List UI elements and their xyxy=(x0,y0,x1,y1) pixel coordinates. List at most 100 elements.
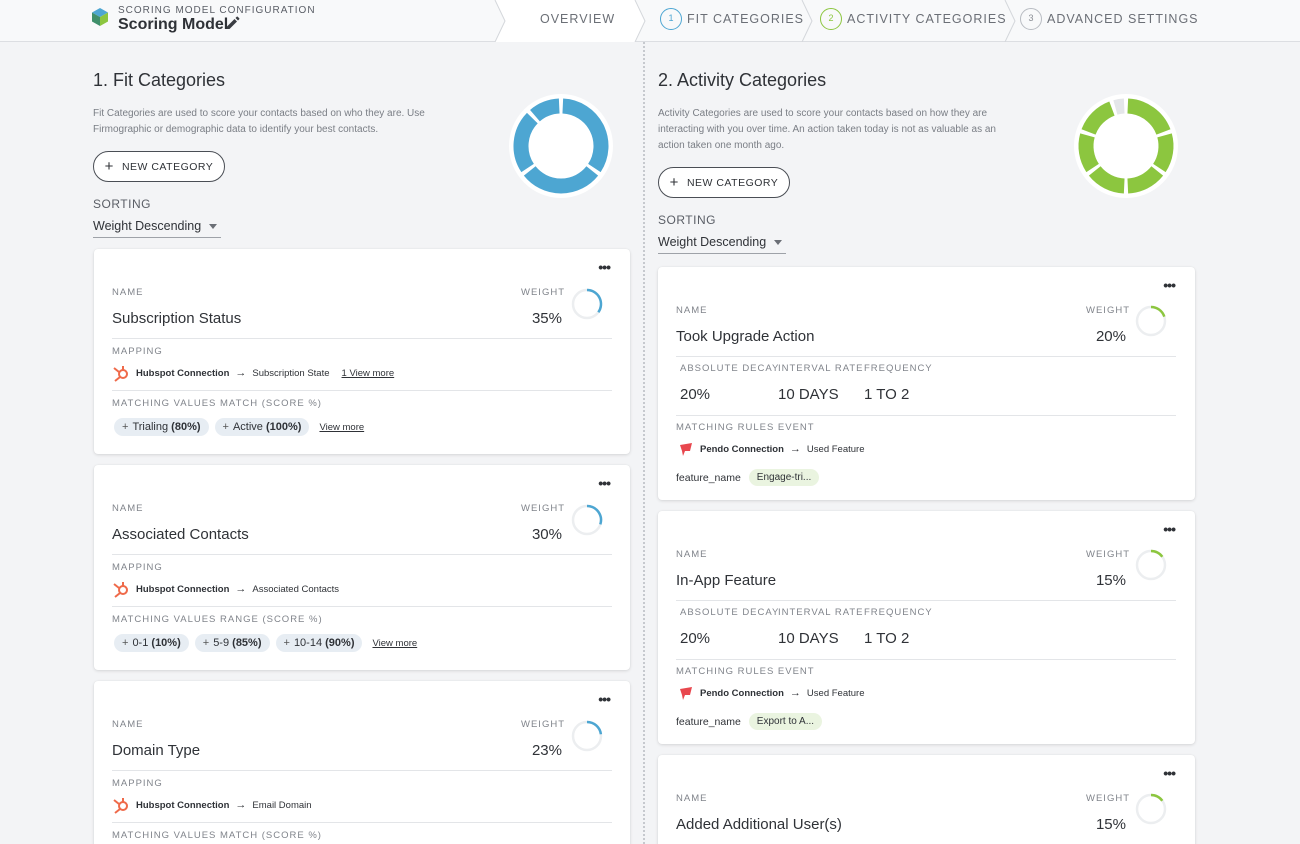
more-options-icon[interactable]: ••• xyxy=(598,691,611,707)
fit-sorting-select[interactable]: Weight Descending xyxy=(93,219,221,238)
more-options-icon[interactable]: ••• xyxy=(598,475,611,491)
value-chip[interactable]: +5-9 (85%) xyxy=(194,634,270,652)
category-name: Added Additional User(s) xyxy=(676,816,842,833)
weight-value: 35% xyxy=(531,310,562,327)
step-number-fit: 1 xyxy=(660,8,682,30)
more-options-icon[interactable]: ••• xyxy=(1163,277,1176,293)
decay-value: 20% xyxy=(680,386,711,403)
connection-name: Hubspot Connection xyxy=(136,799,230,811)
fit-weight-donut xyxy=(509,94,613,198)
step-number-activity: 2 xyxy=(820,8,842,30)
category-name: Took Upgrade Action xyxy=(676,328,815,345)
weight-label: WEIGHT xyxy=(521,719,565,730)
weight-label: WEIGHT xyxy=(1086,793,1130,804)
activity-sorting-label: SORTING xyxy=(658,213,716,227)
interval-value: 10 DAYS xyxy=(778,630,839,647)
divider xyxy=(676,356,1176,357)
weight-label: WEIGHT xyxy=(1086,549,1130,560)
frequency-value: 1 TO 2 xyxy=(864,630,910,647)
activity-category-card[interactable]: ••• NAME Added Additional User(s) WEIGHT… xyxy=(658,755,1195,844)
rules-label: MATCHING RULES EVENT xyxy=(676,422,815,433)
donut-segment xyxy=(530,98,560,122)
pencil-edit-icon[interactable] xyxy=(225,15,241,31)
name-label: NAME xyxy=(676,793,708,804)
view-more-link[interactable]: View more xyxy=(372,637,418,649)
feature-key: feature_name xyxy=(676,471,741,484)
fit-description-line: Firmographic or demographic data to iden… xyxy=(93,124,379,135)
interval-label: INTERVAL RATE xyxy=(778,363,864,374)
more-options-icon[interactable]: ••• xyxy=(1163,521,1176,537)
activity-sorting-select[interactable]: Weight Descending xyxy=(658,235,786,254)
donut-segment xyxy=(1127,165,1164,194)
tab-advanced-settings[interactable]: ADVANCED SETTINGS xyxy=(1047,12,1199,26)
matching-values: + Trialing (80%) + Active (100%) View more xyxy=(114,418,364,436)
fit-category-card[interactable]: ••• NAME Subscription Status WEIGHT 35% … xyxy=(94,249,630,454)
tab-fit-categories[interactable]: FIT CATEGORIES xyxy=(687,12,805,26)
activity-weight-donut xyxy=(1074,94,1178,198)
activity-new-category-label: NEW CATEGORY xyxy=(686,176,779,189)
feature-chip[interactable]: Engage-tri... xyxy=(748,469,820,486)
hubspot-icon xyxy=(113,366,128,382)
event-name: Used Feature xyxy=(806,443,865,455)
matching-label: MATCHING VALUES MATCH (SCORE %) xyxy=(112,830,322,841)
activity-category-card[interactable]: ••• NAME In-App Feature WEIGHT 15% ABSOL… xyxy=(658,511,1195,744)
mapping-row: Hubspot Connection → Associated Contacts xyxy=(112,580,339,598)
event-name: Used Feature xyxy=(806,687,865,699)
fit-description-line: Fit Categories are used to score your co… xyxy=(93,108,425,119)
matching-values: +0-1 (10%) +5-9 (85%) +10-14 (90%) View … xyxy=(114,634,417,652)
chip-text: 5-9 xyxy=(213,637,230,649)
activity-category-card[interactable]: ••• NAME Took Upgrade Action WEIGHT 20% … xyxy=(658,267,1195,500)
caret-down-icon xyxy=(209,224,218,230)
value-chip[interactable]: + Active (100%) xyxy=(214,418,310,436)
weight-ring xyxy=(1135,549,1167,581)
arrow-right-icon: → xyxy=(789,443,801,455)
ring-progress xyxy=(586,720,603,735)
caret-down-icon xyxy=(774,240,783,246)
feature-row: feature_name Export to A... xyxy=(676,713,823,730)
name-label: NAME xyxy=(676,549,708,560)
weight-value: 23% xyxy=(531,742,562,759)
value-chip[interactable]: + Trialing (80%) xyxy=(114,418,209,436)
more-options-icon[interactable]: ••• xyxy=(598,259,611,275)
feature-chip[interactable]: Export to A... xyxy=(748,713,823,730)
ring-progress xyxy=(1150,549,1164,558)
weight-ring xyxy=(571,504,603,536)
donut-segment xyxy=(1088,165,1125,194)
fit-category-card[interactable]: ••• NAME Domain Type WEIGHT 23% MAPPING … xyxy=(94,681,630,844)
decay-label: ABSOLUTE DECAY xyxy=(680,607,780,618)
view-more-link[interactable]: 1 View more xyxy=(341,367,395,379)
fit-sorting-label: SORTING xyxy=(93,197,151,211)
fit-donut-segments xyxy=(513,98,609,194)
ring-progress xyxy=(586,288,603,313)
fit-category-card[interactable]: ••• NAME Associated Contacts WEIGHT 30% … xyxy=(94,465,630,670)
divider xyxy=(112,770,612,771)
category-name: Associated Contacts xyxy=(112,526,249,543)
weight-value: 30% xyxy=(531,526,562,543)
weight-label: WEIGHT xyxy=(521,503,565,514)
activity-description-line: interacting with you over time. An actio… xyxy=(658,124,996,135)
decay-value: 20% xyxy=(680,630,711,647)
connection-name: Hubspot Connection xyxy=(136,583,230,595)
column-divider xyxy=(643,42,645,844)
donut-segment xyxy=(523,165,599,194)
fit-new-category-button[interactable]: + NEW CATEGORY xyxy=(93,151,225,182)
name-label: NAME xyxy=(676,305,708,316)
chip-score: (10%) xyxy=(151,637,181,649)
plus-icon: + xyxy=(104,158,114,175)
view-more-link[interactable]: View more xyxy=(319,421,365,433)
top-bar: SCORING MODEL CONFIGURATION Scoring Mode… xyxy=(0,0,1300,42)
tab-activity-categories[interactable]: ACTIVITY CATEGORIES xyxy=(847,12,1007,26)
chip-score: (100%) xyxy=(265,421,302,433)
chip-score: (80%) xyxy=(171,421,201,433)
more-options-icon[interactable]: ••• xyxy=(1163,765,1176,781)
feature-row: feature_name Engage-tri... xyxy=(676,469,820,486)
activity-description-line: Activity Categories are used to score yo… xyxy=(658,108,988,119)
mapping-row: Hubspot Connection → Email Domain xyxy=(112,796,312,814)
fit-description: Fit Categories are used to score your co… xyxy=(93,106,493,138)
tab-overview[interactable]: OVERVIEW xyxy=(540,12,616,26)
value-chip[interactable]: +10-14 (90%) xyxy=(275,634,363,652)
mapping-row: Hubspot Connection → Subscription State … xyxy=(112,364,394,382)
activity-new-category-button[interactable]: + NEW CATEGORY xyxy=(658,167,790,198)
fit-section-title: 1. Fit Categories xyxy=(93,70,226,90)
value-chip[interactable]: +0-1 (10%) xyxy=(114,634,189,652)
